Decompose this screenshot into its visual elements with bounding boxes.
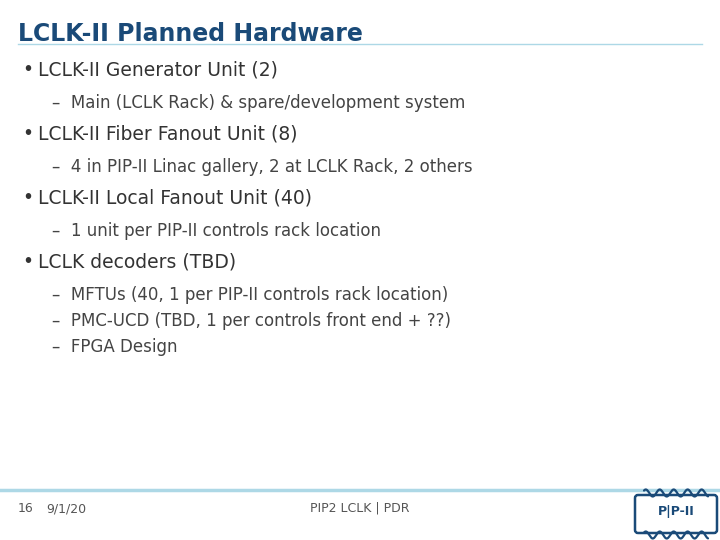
Text: LCLK-II Planned Hardware: LCLK-II Planned Hardware (18, 22, 363, 46)
Text: LCLK decoders (TBD): LCLK decoders (TBD) (38, 252, 236, 271)
Text: LCLK-II Generator Unit (2): LCLK-II Generator Unit (2) (38, 60, 278, 79)
Text: LCLK-II Local Fanout Unit (40): LCLK-II Local Fanout Unit (40) (38, 188, 312, 207)
Text: –  MFTUs (40, 1 per PIP-II controls rack location): – MFTUs (40, 1 per PIP-II controls rack … (52, 286, 449, 304)
Text: –  PMC-UCD (TBD, 1 per controls front end + ??): – PMC-UCD (TBD, 1 per controls front end… (52, 312, 451, 330)
Text: •: • (22, 60, 33, 79)
Text: –  FPGA Design: – FPGA Design (52, 338, 178, 356)
Text: LCLK-II Fiber Fanout Unit (8): LCLK-II Fiber Fanout Unit (8) (38, 124, 297, 143)
Text: •: • (22, 252, 33, 271)
Text: –  1 unit per PIP-II controls rack location: – 1 unit per PIP-II controls rack locati… (52, 222, 381, 240)
FancyBboxPatch shape (635, 495, 717, 533)
Text: •: • (22, 124, 33, 143)
Text: 9/1/20: 9/1/20 (46, 502, 86, 515)
Text: 16: 16 (18, 502, 34, 515)
Text: –  Main (LCLK Rack) & spare/development system: – Main (LCLK Rack) & spare/development s… (52, 94, 465, 112)
Text: –  4 in PIP-II Linac gallery, 2 at LCLK Rack, 2 others: – 4 in PIP-II Linac gallery, 2 at LCLK R… (52, 158, 472, 176)
Text: P|P-II: P|P-II (657, 505, 694, 518)
Text: •: • (22, 188, 33, 207)
Text: PIP2 LCLK | PDR: PIP2 LCLK | PDR (310, 502, 410, 515)
